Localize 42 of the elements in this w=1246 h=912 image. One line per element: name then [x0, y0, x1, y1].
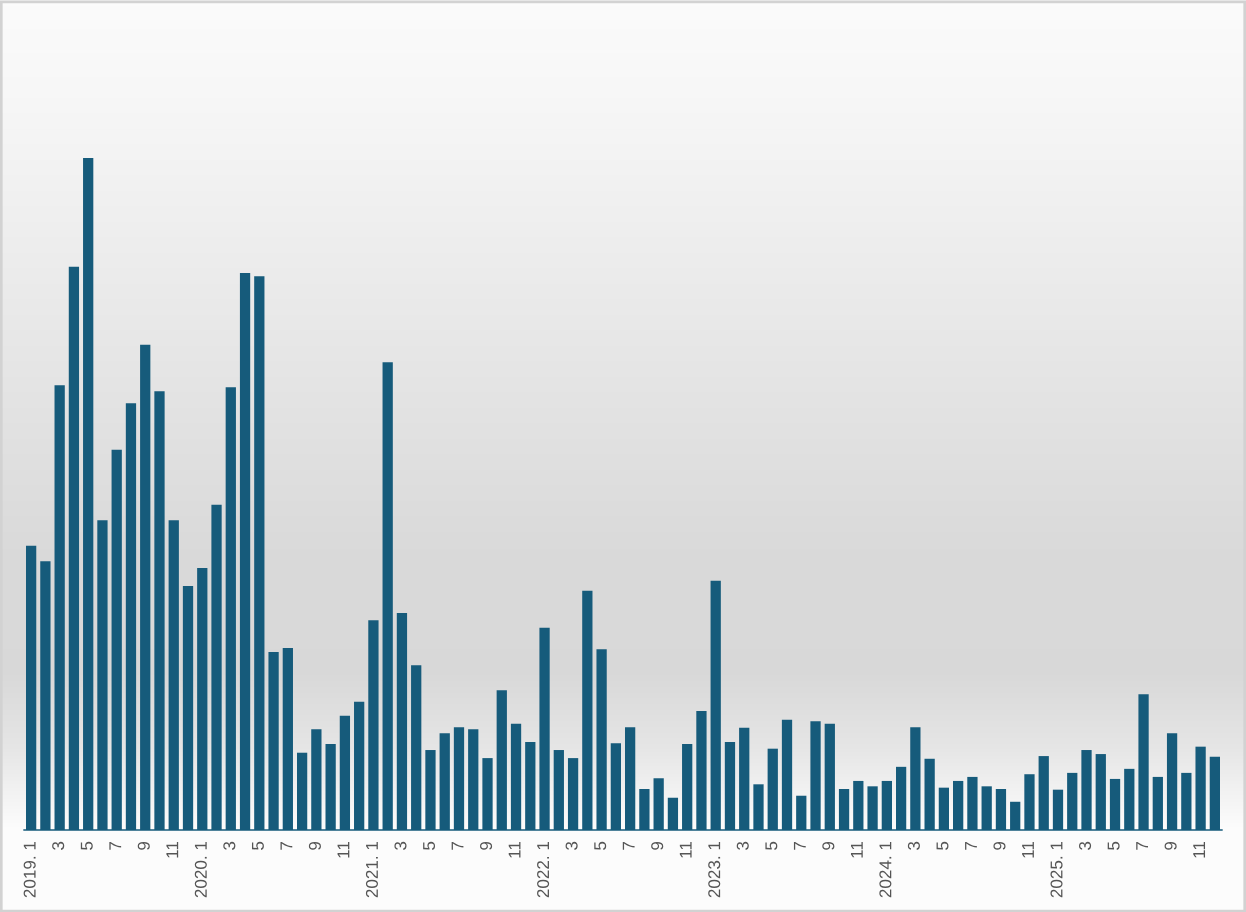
x-tick-label: 11: [1193, 841, 1206, 858]
x-tick-label: 3: [907, 841, 920, 850]
x-tick-label: 5: [80, 841, 93, 850]
x-tick-label: 9: [651, 841, 664, 850]
x-tick-label: 11: [337, 841, 350, 858]
x-tick-label: 11: [508, 841, 521, 858]
x-tick-label: 2019. 1: [23, 841, 36, 898]
x-tick-label: 3: [565, 841, 578, 850]
x-tick-label: 2021. 1: [365, 841, 378, 898]
x-tick-label: 2022. 1: [537, 841, 550, 898]
x-tick-label: 5: [1107, 841, 1120, 850]
x-tick-label: 2023. 1: [708, 841, 721, 898]
x-tick-label: 5: [936, 841, 949, 850]
x-tick-label: 9: [993, 841, 1006, 850]
x-tick-label: 9: [137, 841, 150, 850]
x-tick-label: 9: [480, 841, 493, 850]
x-tick-label: 3: [223, 841, 236, 850]
x-tick-label: 11: [166, 841, 179, 858]
x-tick-label: 9: [308, 841, 321, 850]
x-tick-label: 7: [280, 841, 293, 850]
x-tick-label: 5: [765, 841, 778, 850]
x-tick-label: 2024. 1: [879, 841, 892, 898]
x-tick-label: 2020. 1: [194, 841, 207, 898]
x-tick-label: 11: [679, 841, 692, 858]
x-tick-label: 9: [1164, 841, 1177, 850]
x-tick-label: 3: [394, 841, 407, 850]
x-tick-label: 3: [736, 841, 749, 850]
x-tick-label: 7: [451, 841, 464, 850]
x-tick-label: 7: [109, 841, 122, 850]
x-tick-label: 3: [52, 841, 65, 850]
x-tick-label: 5: [251, 841, 264, 850]
x-tick-label: 7: [1136, 841, 1148, 850]
x-tick-label: 7: [965, 841, 977, 850]
x-tick-label: 5: [594, 841, 607, 850]
x-tick-label: 11: [850, 841, 863, 858]
x-tick-label: 5: [423, 841, 436, 850]
x-tick-label: 11: [1022, 841, 1034, 858]
x-tick-label: 3: [1079, 841, 1092, 850]
x-tick-label: 9: [822, 841, 835, 850]
x-tick-label: 2025. 1: [1050, 841, 1063, 898]
x-tick-label: 7: [622, 841, 635, 850]
x-tick-label: 7: [793, 841, 806, 850]
